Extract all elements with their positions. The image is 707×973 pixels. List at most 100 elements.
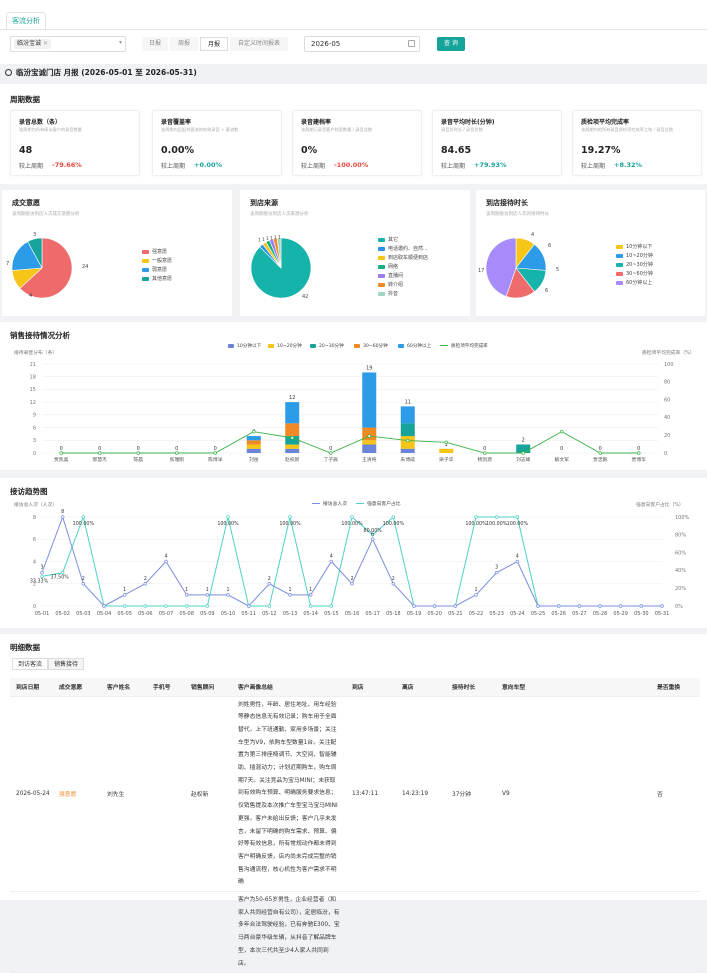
column-header[interactable]: 离店 bbox=[396, 678, 446, 697]
cell-swap bbox=[651, 891, 700, 973]
legend-item[interactable]: 60分钟以上 bbox=[616, 279, 652, 286]
cell-date: 2026-05-24 bbox=[10, 696, 53, 893]
legend-item[interactable]: 10分钟以下 bbox=[228, 343, 261, 349]
column-header[interactable]: 客户姓名 bbox=[101, 678, 147, 697]
store-icon bbox=[5, 69, 12, 76]
legend-item[interactable]: 10分钟以下 bbox=[616, 243, 652, 250]
column-header[interactable]: 意向车型 bbox=[496, 678, 651, 697]
column-header[interactable]: 到店日期 bbox=[10, 678, 53, 697]
stat-compare-label: 较上周期 bbox=[581, 163, 606, 170]
legend-item[interactable]: 60分钟以上 bbox=[398, 343, 431, 349]
cell-model bbox=[496, 891, 651, 973]
stat-compare-label: 较上周期 bbox=[441, 163, 466, 170]
legend-item[interactable]: 30~60分钟 bbox=[354, 343, 388, 349]
legend-swatch bbox=[354, 343, 360, 348]
cell-model: V9 bbox=[496, 696, 651, 893]
store-report-title: 临汾宝诚门店 月报 (2026-05-01 至 2026-05-31) bbox=[16, 68, 197, 77]
trend-left-axis-label: 接访总人次（人次） bbox=[14, 503, 58, 508]
legend-item[interactable]: 直播间 bbox=[378, 272, 403, 279]
deal-intent-panel: 成交意愿 该周期接访到店人次成交意愿分析 bbox=[2, 190, 232, 316]
cell-swap: 否 bbox=[651, 696, 700, 893]
stat-compare-label: 较上周期 bbox=[19, 163, 44, 170]
cell-advisor: 赵权新 bbox=[185, 696, 232, 893]
legend-item[interactable]: 转介绍 bbox=[378, 281, 403, 288]
column-header[interactable]: 客户画像总结 bbox=[232, 678, 346, 697]
month-picker[interactable]: 2026-05 bbox=[304, 36, 420, 52]
cell-phone bbox=[147, 891, 185, 973]
store-select[interactable]: 临汾宝诚 × ▾ bbox=[10, 36, 126, 52]
legend-item[interactable]: 强意向客户占比 bbox=[356, 500, 401, 507]
period-month[interactable]: 月报 bbox=[200, 37, 228, 51]
legend-item[interactable]: 抖音 bbox=[378, 290, 398, 297]
legend-item[interactable]: 到店取车顺便到店 bbox=[378, 254, 428, 261]
subtab-visitors[interactable]: 到访客流 bbox=[12, 658, 49, 670]
store-title-bar bbox=[0, 64, 707, 82]
legend-item[interactable]: 10~20分钟 bbox=[616, 252, 653, 259]
panel-desc: 该周期接访到店人次来源分析 bbox=[250, 212, 309, 217]
legend-item[interactable]: 网络 bbox=[378, 263, 398, 270]
stat-desc: 该周期内匹配到客流的有效录音 ÷ 客流数 bbox=[161, 127, 239, 132]
table-row[interactable]: 2026-05-24 强意愿 刘先生 赵权新 刘姓男性，年龄、居住地址、用车经验等静态信… bbox=[10, 696, 700, 893]
legend-item[interactable]: 接访总人次 bbox=[312, 500, 347, 507]
column-header[interactable]: 手机号 bbox=[147, 678, 185, 697]
cell-duration: 37分钟 bbox=[446, 696, 496, 893]
period-week[interactable]: 周报 bbox=[170, 37, 198, 51]
cell-arrive bbox=[346, 891, 396, 973]
stat-card: 质检项平均完成率 该周期内的所有录音质检项完成率之和 / 录音总数 19.27% 较上… bbox=[572, 110, 702, 176]
legend-label: 10分钟以下 bbox=[237, 344, 262, 349]
cell-intent bbox=[53, 891, 101, 973]
chevron-down-icon[interactable]: ▾ bbox=[118, 39, 122, 46]
stat-compare-value: +0.00% bbox=[194, 161, 222, 169]
legend-swatch bbox=[616, 262, 623, 267]
column-header[interactable]: 到店 bbox=[346, 678, 396, 697]
visit-trend-section bbox=[0, 478, 707, 628]
column-header[interactable]: 接待时长 bbox=[446, 678, 496, 697]
tab-traffic-analysis[interactable]: 客流分析 bbox=[6, 12, 46, 29]
legend-item[interactable]: 弱意愿 bbox=[142, 266, 167, 273]
legend-item[interactable]: 电话邀约、自然... bbox=[378, 245, 428, 252]
stat-value: 0.00% bbox=[161, 145, 194, 156]
stat-compare-value: +8.32% bbox=[614, 161, 642, 169]
legend-item[interactable]: 其他意愿 bbox=[142, 275, 172, 282]
store-chip[interactable]: 临汾宝诚 × bbox=[14, 39, 51, 49]
period-day[interactable]: 日报 bbox=[142, 37, 168, 51]
stat-title: 录音总数（条） bbox=[19, 119, 62, 126]
legend-item[interactable]: 30~60分钟 bbox=[616, 270, 653, 277]
legend-item[interactable]: 质检项平均完成率 bbox=[440, 343, 488, 349]
stat-desc: 该周期已录音客户档案数量 / 录音总数 bbox=[301, 127, 373, 132]
legend-item[interactable]: 一般意愿 bbox=[142, 257, 172, 264]
subtab-sales-reception[interactable]: 销售接待 bbox=[48, 658, 85, 670]
stat-value: 0% bbox=[301, 145, 318, 156]
table-row[interactable]: 客户为50-65岁男性，企业经营者（和家人共同经营自有公司），定居临汾，有多年合… bbox=[10, 891, 700, 973]
panel-desc: 该周期接访到店人次的接待时长 bbox=[486, 212, 549, 217]
legend-swatch bbox=[378, 264, 385, 269]
legend-label: 抖音 bbox=[388, 291, 399, 297]
legend-item[interactable]: 20~30分钟 bbox=[310, 343, 344, 349]
legend-item[interactable]: 其它 bbox=[378, 236, 398, 243]
legend-label: 直播间 bbox=[388, 273, 404, 279]
legend-swatch bbox=[310, 343, 316, 348]
stat-desc: 该周期内的所有录音质检项完成率之和 / 录音总数 bbox=[581, 127, 674, 132]
trend-chart-title: 接访趋势图 bbox=[10, 487, 48, 496]
cell-intent: 强意愿 bbox=[53, 696, 101, 893]
legend-item[interactable]: 强意愿 bbox=[142, 248, 167, 255]
column-header[interactable]: 成交意愿 bbox=[53, 678, 101, 697]
trend-right-axis-label: 强意向客户占比（%） bbox=[636, 503, 684, 508]
stat-card: 录音平均时长(分钟) 录音总时长 / 录音总数 84.65 较上周期 +79.93% bbox=[432, 110, 562, 176]
tab-divider bbox=[0, 29, 707, 30]
query-button[interactable]: 查 询 bbox=[437, 37, 465, 51]
cell-duration bbox=[446, 891, 496, 973]
legend-swatch bbox=[378, 255, 385, 260]
column-header[interactable]: 是否重换 bbox=[651, 678, 700, 697]
legend-line-icon bbox=[440, 345, 448, 346]
stat-compare-label: 较上周期 bbox=[161, 163, 186, 170]
period-custom[interactable]: 自定义时间报表 bbox=[230, 37, 288, 51]
legend-label: 接访总人次 bbox=[323, 502, 347, 507]
legend-item[interactable]: 10~20分钟 bbox=[268, 343, 302, 349]
stat-value: 19.27% bbox=[581, 145, 621, 156]
legend-line-icon bbox=[356, 503, 364, 504]
close-icon[interactable]: × bbox=[42, 40, 48, 47]
legend-item[interactable]: 20~30分钟 bbox=[616, 261, 653, 268]
column-header[interactable]: 销售顾问 bbox=[185, 678, 232, 697]
calendar-icon[interactable] bbox=[408, 40, 415, 47]
